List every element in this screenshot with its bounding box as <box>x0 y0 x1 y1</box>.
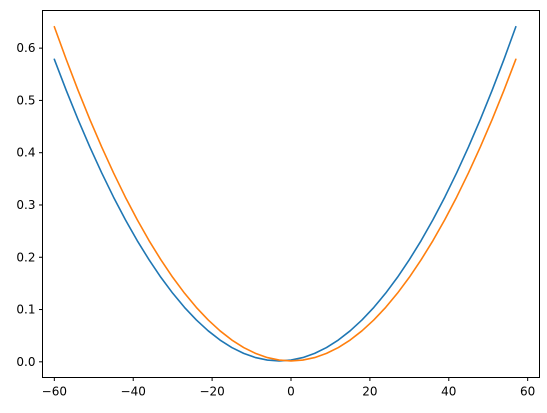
y-tick-label: 0.3 <box>16 198 35 212</box>
x-axis: −60 −40 −20 0 20 40 60 <box>42 377 535 399</box>
x-tick-label: −20 <box>199 385 224 399</box>
x-tick-label: −40 <box>121 385 146 399</box>
x-tick-label: 60 <box>520 385 535 399</box>
y-axis: 0.0 0.1 0.2 0.3 0.4 0.5 0.6 <box>16 41 43 369</box>
x-tick-label: 0 <box>287 385 295 399</box>
y-tick-label: 0.5 <box>16 93 35 107</box>
y-tick-label: 0.0 <box>16 355 35 369</box>
series-line-2 <box>53 25 517 362</box>
x-tick-label: −60 <box>42 385 67 399</box>
y-tick-label: 0.2 <box>16 250 35 264</box>
y-tick-label: 0.1 <box>16 303 35 317</box>
x-tick-label: 20 <box>362 385 377 399</box>
y-tick-label: 0.4 <box>16 146 35 160</box>
plot-area <box>42 10 540 378</box>
y-tick-label: 0.6 <box>16 41 35 55</box>
axes-frame <box>42 10 540 378</box>
series-layer <box>53 25 517 362</box>
x-tick-label: 40 <box>441 385 456 399</box>
